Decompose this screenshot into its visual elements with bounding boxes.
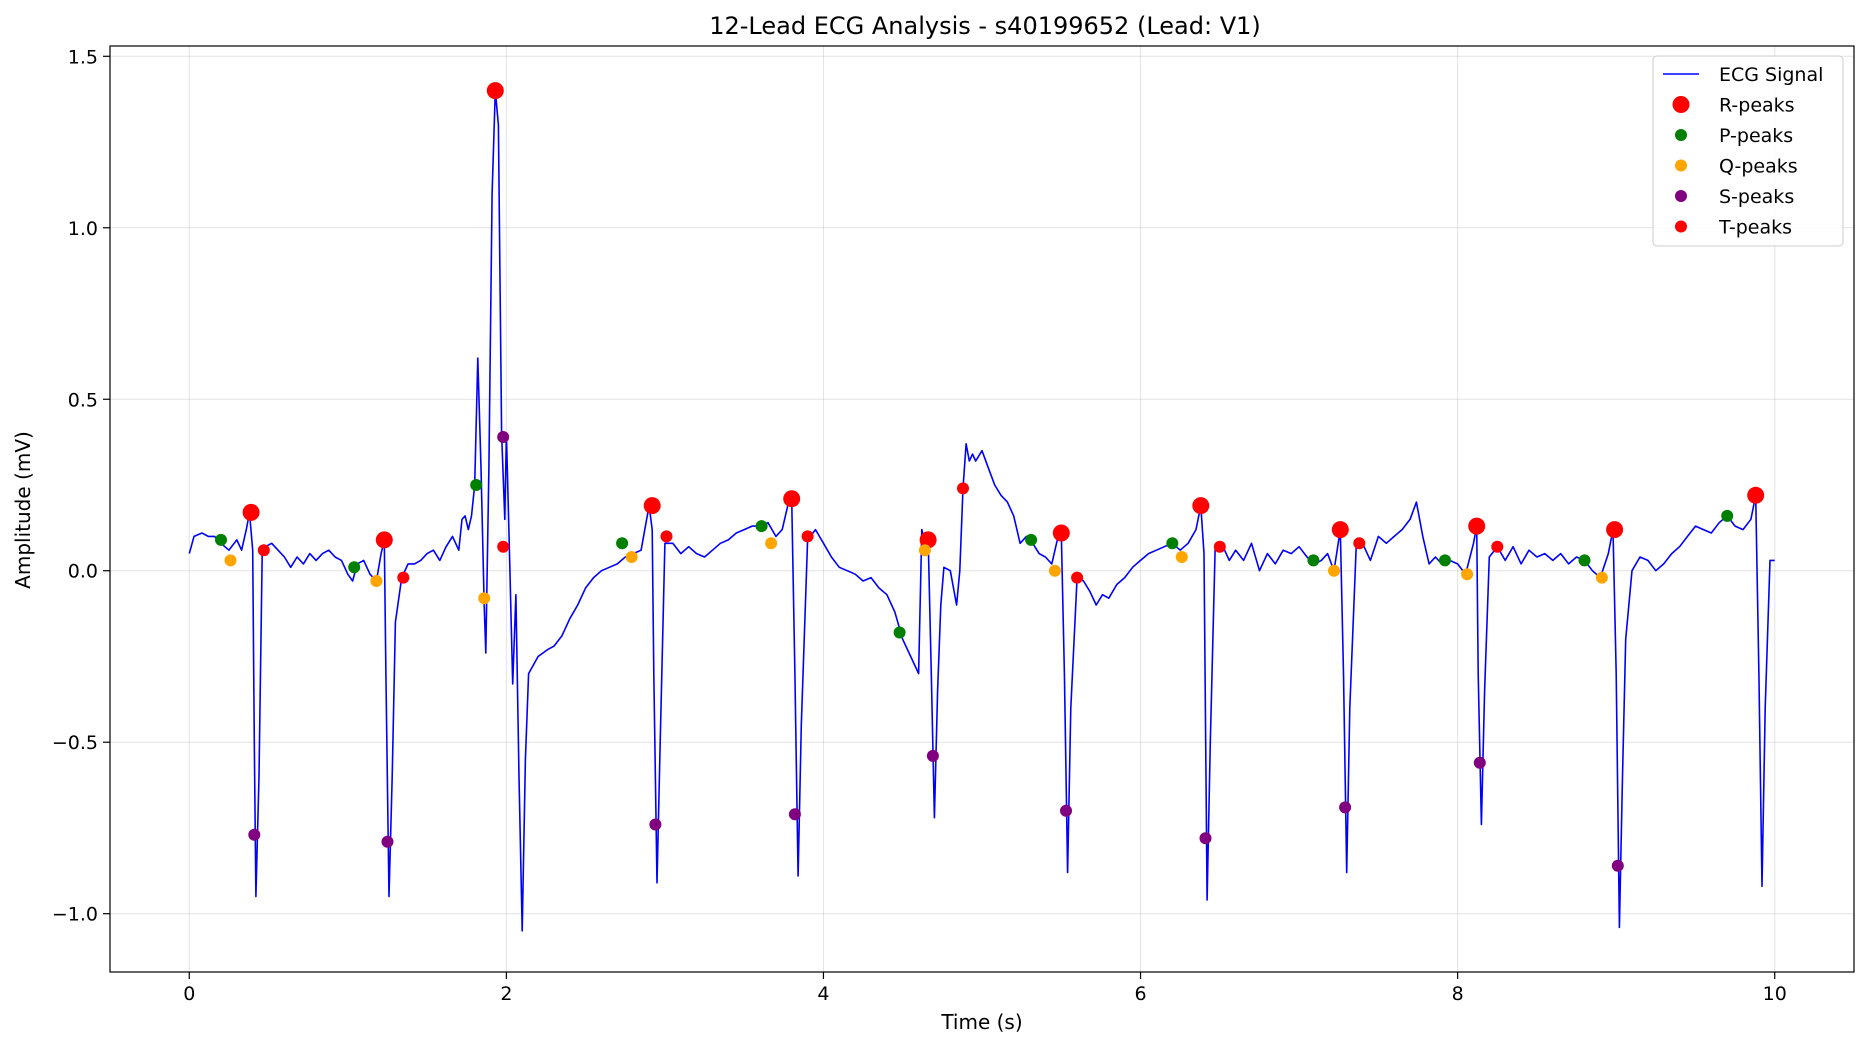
r-peak-point [242,503,260,521]
t-peak-point [497,540,510,553]
p-peak-point [215,533,227,546]
q-peaks-markers [224,537,1608,605]
p-peak-point [893,626,906,639]
y-axis: −1.0 −0.5 0.0 0.5 1.0 1.5 [52,46,110,926]
q-peak-point [478,592,491,605]
y-tick-label: 1.5 [68,46,98,68]
q-peak-point [1048,564,1061,577]
p-peak-point [1166,537,1179,550]
t-peak-point [257,544,270,557]
t-peak-point [1071,571,1084,584]
r-peak-point [1331,521,1349,539]
legend-label-q-peaks: Q-peaks [1719,156,1798,178]
q-peak-point [625,551,638,563]
t-peak-point [660,530,673,543]
s-peaks-markers [248,431,1624,872]
plot-area [109,45,1855,973]
y-axis-label: Amplitude (mV) [11,431,35,589]
r-peak-point [919,531,937,549]
p-peak-point [1578,554,1591,567]
x-tick-label: 4 [817,983,829,1005]
s-peak-point [649,818,662,831]
x-axis: 0 2 4 6 8 10 [183,972,1787,1005]
r-peak-point [1606,521,1624,539]
legend-label-s-peaks: S-peaks [1719,186,1794,208]
r-peak-point [486,82,504,100]
s-peak-point [381,835,394,848]
legend-label-ecg-signal: ECG Signal [1719,64,1823,86]
p-peaks-markers [215,479,1734,639]
t-peak-point [397,571,410,584]
legend-swatch-r-peaks [1672,96,1690,113]
s-peak-point [1473,756,1486,769]
p-peak-point [470,479,483,491]
p-peak-point [1025,533,1038,546]
q-peak-point [765,537,778,550]
p-peak-point [1307,554,1320,567]
x-tick-label: 10 [1763,983,1787,1005]
x-tick-label: 2 [500,983,512,1005]
q-peak-point [1328,564,1340,577]
s-peak-point [1611,859,1624,872]
r-peak-point [375,531,393,549]
legend-swatch-s-peaks [1675,190,1687,202]
q-peak-point [1595,571,1608,584]
s-peak-point [926,749,939,762]
legend: ECG Signal R-peaks P-peaks Q-peaks S-peaks T-… [1652,55,1844,247]
t-peak-point [801,530,814,543]
x-tick-label: 6 [1134,983,1146,1005]
y-tick-label: 0.5 [68,389,98,411]
q-peak-point [224,554,237,567]
s-peak-point [1199,832,1212,845]
y-tick-label: 0.0 [68,561,98,583]
legend-label-t-peaks: T-peaks [1718,217,1792,239]
legend-box [1652,55,1844,247]
x-axis-label: Time (s) [940,1010,1022,1034]
chart-title: 12-Lead ECG Analysis - s40199652 (Lead: … [709,12,1261,40]
y-tick-label: −0.5 [52,732,98,754]
r-peak-point [783,490,801,508]
legend-label-p-peaks: P-peaks [1719,125,1793,147]
t-peak-point [1353,537,1366,550]
r-peaks-markers [242,82,1765,549]
r-peak-point [1468,517,1486,535]
r-peak-point [1747,486,1765,504]
s-peak-point [497,431,510,443]
t-peaks-markers [257,482,1504,584]
s-peak-point [1339,801,1352,814]
r-peak-point [1052,524,1070,542]
q-peak-point [370,575,383,587]
legend-label-r-peaks: R-peaks [1719,95,1795,117]
p-peak-point [755,520,768,533]
y-tick-label: −1.0 [52,904,98,926]
plot-frame [109,45,1855,973]
s-peak-point [248,828,261,841]
s-peak-point [1060,804,1072,817]
s-peak-point [788,808,801,821]
q-peak-point [1175,551,1188,563]
x-tick-label: 0 [183,983,195,1005]
legend-swatch-p-peaks [1675,129,1687,141]
t-peak-point [1213,540,1226,553]
t-peak-point [957,482,969,495]
y-tick-label: 1.0 [68,218,98,240]
p-peak-point [348,561,361,574]
p-peak-point [1721,509,1734,522]
t-peak-point [1491,540,1504,553]
p-peak-point [1439,554,1451,567]
series-layer [188,82,1775,932]
r-peak-point [1192,497,1210,515]
q-peak-point [1461,568,1474,581]
legend-swatch-t-peaks [1675,220,1687,233]
r-peak-point [643,497,661,515]
legend-swatch-q-peaks [1675,159,1687,172]
p-peak-point [616,537,629,550]
q-peak-point [918,544,931,557]
x-tick-label: 8 [1452,983,1464,1005]
